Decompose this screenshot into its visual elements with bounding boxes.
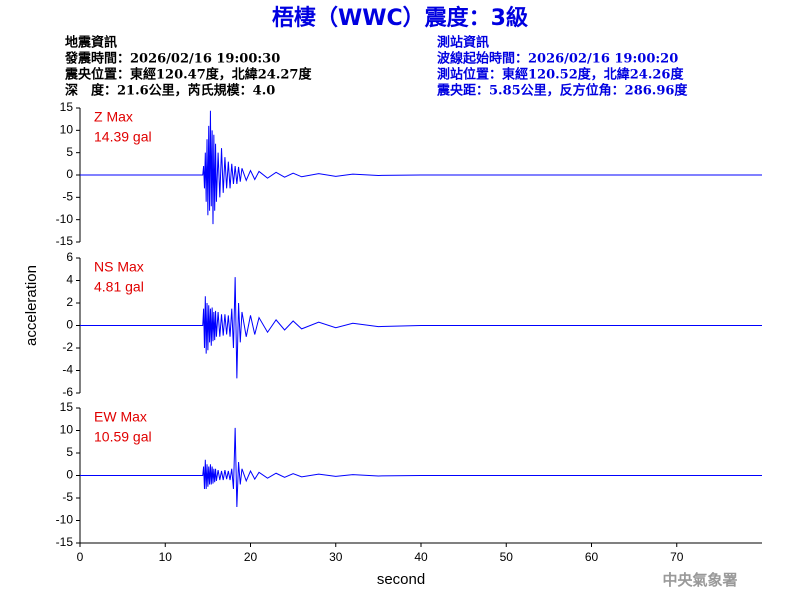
y-tick-label: 0	[66, 167, 73, 181]
y-tick-label: 0	[66, 318, 73, 332]
x-tick-label: 20	[244, 550, 258, 564]
panel-label: EW Max	[94, 409, 147, 425]
y-tick-label: -5	[62, 190, 73, 204]
y-tick-label: 5	[66, 145, 73, 159]
y-tick-label: -15	[56, 535, 74, 549]
chart-title: 梧棲（WWC）震度：3級	[272, 5, 528, 31]
y-tick-label: 10	[60, 123, 74, 137]
waveform	[80, 277, 762, 379]
y-tick-label: 15	[60, 100, 74, 114]
y-tick-label: -6	[62, 385, 73, 399]
max-label: 10.59 gal	[94, 429, 152, 445]
y-tick-label: 4	[66, 273, 73, 287]
panel-label: Z Max	[94, 109, 133, 125]
y-tick-label: -15	[56, 234, 74, 248]
info-text: 測站資訊	[437, 35, 489, 51]
info-text: 震央位置：東經120.47度，北緯24.27度	[64, 67, 312, 83]
y-tick-label: 6	[66, 250, 73, 264]
info-text: 深 度：21.6公里，芮氏規模：4.0	[65, 83, 275, 99]
y-axis-label: acceleration	[23, 265, 40, 346]
panel-label: NS Max	[94, 259, 144, 275]
x-tick-label: 10	[159, 550, 173, 564]
y-tick-label: 15	[60, 400, 74, 414]
info-text: 測站位置：東經120.52度，北緯24.26度	[437, 67, 684, 83]
y-tick-label: -4	[62, 363, 73, 377]
y-tick-label: -10	[56, 212, 74, 226]
x-tick-label: 40	[414, 550, 428, 564]
waveform	[80, 110, 762, 225]
info-text: 發震時間：2026/02/16 19:00:30	[64, 51, 280, 67]
footer-logo: 中央氣象署	[662, 571, 737, 589]
info-text: 波線起始時間：2026/02/16 19:00:20	[437, 51, 678, 67]
x-tick-label: 60	[585, 550, 599, 564]
y-tick-label: 5	[66, 445, 73, 459]
y-tick-label: 10	[60, 423, 74, 437]
x-axis-label: second	[377, 571, 425, 588]
y-tick-label: 0	[66, 468, 73, 482]
info-text: 地震資訊	[65, 35, 117, 51]
y-tick-label: 2	[66, 295, 73, 309]
y-tick-label: -5	[62, 490, 73, 504]
x-tick-label: 70	[670, 550, 684, 564]
x-tick-label: 0	[77, 550, 84, 564]
x-tick-label: 50	[500, 550, 514, 564]
x-tick-label: 30	[329, 550, 343, 564]
y-tick-label: -10	[56, 513, 74, 527]
max-label: 14.39 gal	[94, 129, 152, 145]
info-text: 震央距：5.85公里，反方位角：286.96度	[436, 83, 688, 99]
max-label: 4.81 gal	[94, 279, 144, 295]
y-tick-label: -2	[62, 340, 73, 354]
waveform	[80, 427, 762, 508]
